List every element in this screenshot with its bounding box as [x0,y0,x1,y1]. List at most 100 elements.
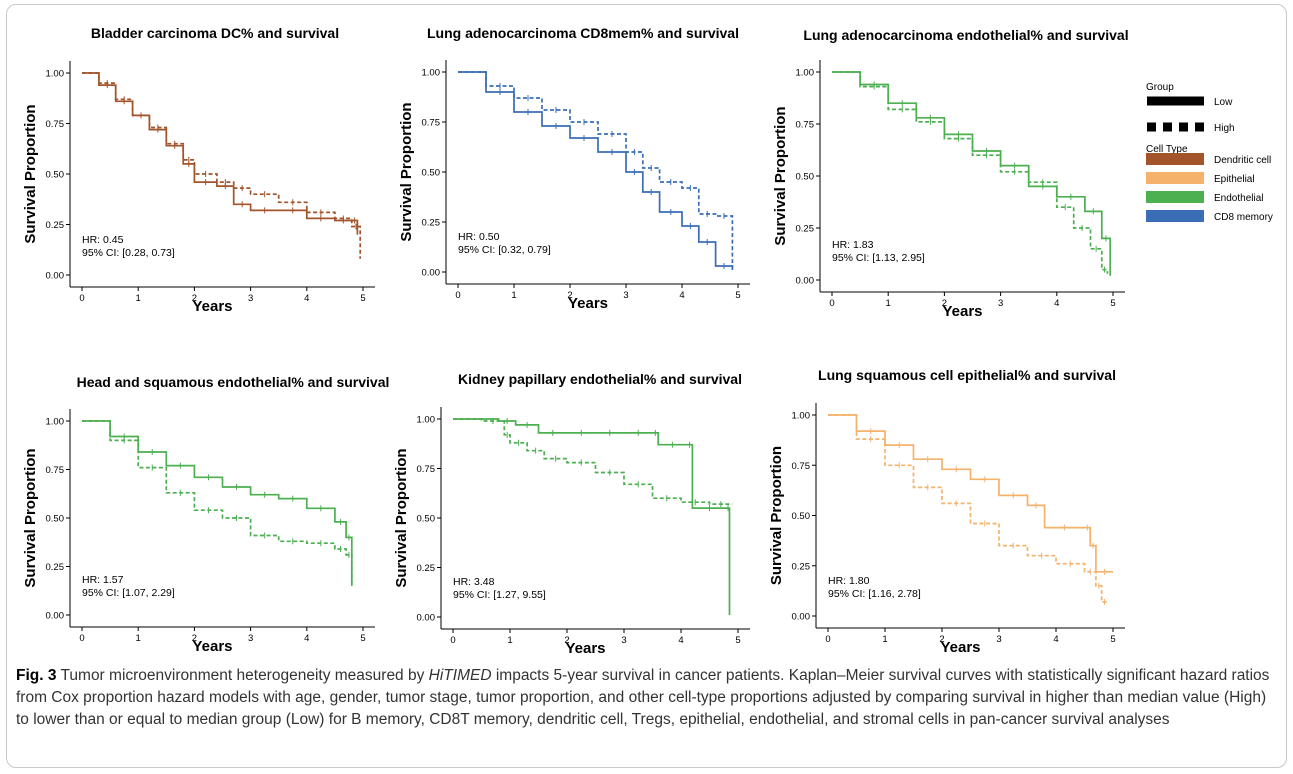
y-tick-label: 0.50 [422,168,441,179]
hr-label: HR: 1.57 [82,574,124,586]
y-tick-label: 0.25 [796,224,815,235]
km-panel: Bladder carcinoma DC% and survival 0.00 0.… [22,25,375,315]
y-tick-label: 1.00 [46,417,65,428]
x-axis-title: Years [565,640,605,657]
x-tick-label: 1 [136,633,141,644]
ci-label: 95% CI: [0.28, 0.73] [82,247,175,259]
panel-title: Bladder carcinoma DC% and survival [91,25,339,41]
x-tick-label: 1 [882,634,887,645]
ci-label: 95% CI: [1.13, 2.95] [832,252,925,264]
x-tick-label: 1 [136,293,141,304]
y-tick-label: 0.75 [796,120,815,131]
hr-label: HR: 0.45 [82,234,124,246]
y-tick-label: 0.50 [46,514,65,525]
y-axis-title: Survival Proportion [22,104,39,243]
y-tick-label: 0.75 [417,464,436,475]
x-tick-label: 2 [939,634,944,645]
x-tick-label: 4 [304,633,309,644]
survival-curve-high [82,72,362,259]
x-tick-label: 3 [248,293,253,304]
hr-label: HR: 0.50 [458,231,500,243]
caption-text-after: impacts 5-year survival in cancer patien… [16,667,1270,728]
y-tick-label: 1.00 [796,68,815,79]
x-axis-title: Years [192,298,232,315]
panel-title: Head and squamous endothelial% and survi… [77,374,390,390]
x-tick-label: 3 [996,634,1001,645]
legend-swatch [1146,153,1204,165]
legend-group-title: Group [1146,82,1174,93]
x-tick-label: 0 [79,293,84,304]
y-axis-title: Survival Proportion [22,448,39,587]
legend-celltype-title: Cell Type [1146,144,1188,155]
y-tick-label: 0.50 [46,170,65,181]
x-tick-label: 5 [1110,634,1115,645]
x-tick-label: 2 [567,290,572,301]
hr-label: HR: 3.48 [453,576,495,588]
figure-frame [6,4,1287,768]
legend-label-high: High [1214,123,1235,134]
survival-curve-high [832,71,1109,274]
x-tick-label: 2 [942,298,947,309]
caption-text-before: Tumor microenvironment heterogeneity mea… [60,667,429,684]
x-tick-label: 5 [735,635,740,646]
y-tick-label: 1.00 [417,415,436,426]
y-tick-label: 1.00 [422,68,441,79]
legend-celltype-label: Epithelial [1214,174,1255,185]
legend-celltype-label: Dendritic cell [1214,155,1271,166]
x-tick-label: 0 [455,290,460,301]
survival-curve-low [832,71,1112,276]
survival-curve-low [453,418,731,615]
y-tick-label: 0.50 [417,514,436,525]
x-tick-label: 3 [998,298,1003,309]
legend-celltype-label: Endothelial [1214,193,1263,204]
y-tick-label: 0.00 [46,271,65,282]
x-tick-label: 1 [511,290,516,301]
x-tick-label: 2 [192,633,197,644]
x-axis-title: Years [942,303,982,320]
y-axis-title: Survival Proportion [768,446,785,585]
y-tick-label: 1.00 [46,69,65,80]
ci-label: 95% CI: [1.16, 2.78] [828,588,921,600]
legend-celltype-label: CD8 memory [1214,212,1273,223]
y-tick-label: 0.75 [46,465,65,476]
legend-swatch [1146,191,1204,203]
x-tick-label: 5 [360,293,365,304]
caption-method: HiTIMED [428,667,492,684]
x-tick-label: 5 [360,633,365,644]
y-tick-label: 0.25 [422,218,441,229]
ci-label: 95% CI: [1.27, 9.55] [453,589,546,601]
x-tick-label: 2 [564,635,569,646]
panel-title: Lung squamous cell epithelial% and survi… [818,367,1116,383]
x-tick-label: 0 [79,633,84,644]
y-tick-label: 1.00 [792,411,811,422]
km-panel: Lung squamous cell epithelial% and survi… [768,367,1125,656]
y-tick-label: 0.00 [417,613,436,624]
ci-label: 95% CI: [0.32, 0.79] [458,244,551,256]
x-tick-label: 4 [1054,298,1059,309]
x-tick-label: 4 [678,635,683,646]
y-tick-label: 0.75 [792,461,811,472]
x-tick-label: 5 [1110,298,1115,309]
x-tick-label: 3 [621,635,626,646]
x-tick-label: 4 [679,290,684,301]
y-axis-title: Survival Proportion [393,448,410,587]
figure-caption: Fig. 3 Tumor microenvironment heterogene… [16,665,1278,731]
km-panel: Lung adenocarcinoma endothelial% and sur… [772,27,1129,320]
x-axis-title: Years [568,295,608,312]
y-tick-label: 0.25 [417,563,436,574]
hr-label: HR: 1.83 [832,239,874,251]
y-tick-label: 0.25 [46,220,65,231]
x-tick-label: 0 [450,635,455,646]
y-tick-label: 0.00 [422,268,441,279]
legend: Group Low High Cell Type Dendritic cell Epith… [1146,82,1273,223]
survival-curve-low [82,72,359,235]
caption-label: Fig. 3 [16,667,57,684]
x-tick-label: 0 [829,298,834,309]
x-tick-label: 4 [304,293,309,304]
y-tick-label: 0.25 [792,561,811,572]
legend-swatch [1146,172,1204,184]
y-tick-label: 0.75 [46,119,65,130]
x-tick-label: 1 [507,635,512,646]
survival-curve-low [82,420,353,586]
km-panel: Lung adenocarcinoma CD8mem% and survival… [398,25,750,312]
